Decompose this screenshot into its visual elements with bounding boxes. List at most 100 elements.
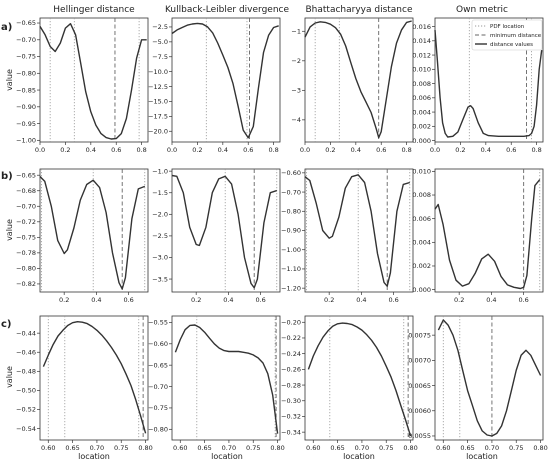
x-tick-label: 0.80: [403, 444, 417, 452]
y-tick-label: −0.22: [281, 334, 301, 342]
plot-frame: [171, 17, 281, 143]
panel-c-bhattacharyya-distance: 0.60 0.65 0.70 0.75 0.80 −0.20 −0.22 −0.24 −0.26…: [281, 315, 418, 452]
y-tick-label: −10.0: [148, 68, 168, 76]
y-tick-label: −1.0: [152, 167, 168, 175]
distance-curve: [304, 20, 412, 139]
legend-box: [471, 19, 543, 51]
y-tick-label: 0.014: [412, 37, 431, 45]
y-tick-label: −0.95: [16, 120, 36, 128]
y-tick-label: 0.006: [412, 94, 431, 102]
y-tick-label: −1.00: [281, 246, 301, 254]
distance-curve: [42, 321, 147, 434]
plot-frame: [171, 168, 281, 293]
y-tick-label: −0.70: [148, 383, 168, 391]
row-labels: a) b) c): [1, 22, 13, 330]
panel-c-own-metric: 0.60 0.65 0.70 0.75 0.80 0.0055 0.0060 0.0065 0.…: [408, 315, 548, 452]
x-tick-label: 0.8: [136, 146, 146, 154]
x-tick-label: 0.4: [218, 146, 228, 154]
y-tick-label: −0.55: [148, 319, 168, 327]
y-tick-label: −0.65: [16, 171, 36, 179]
y-tick-label: 0.016: [412, 23, 431, 31]
y-tick-label: −0.68: [16, 187, 36, 195]
plot-frame: [39, 17, 149, 143]
y-tick-label: −1.00: [16, 137, 36, 145]
x-tick-label: 0.2: [60, 146, 70, 154]
x-tick-label: 0.70: [355, 444, 369, 452]
y-tick-label: −0.75: [148, 404, 168, 412]
legend: PDF location minimum distance distance val…: [471, 19, 543, 51]
y-tick-label: −0.75: [16, 234, 36, 242]
y-tick-label: −0.54: [16, 425, 36, 433]
y-tick-label: −0.78: [16, 249, 36, 257]
x-tick-label: 0.4: [351, 146, 361, 154]
x-tick-label: 0.2: [192, 146, 202, 154]
y-tick-label: −0.70: [281, 188, 301, 196]
panel-a-own-metric: 0.0 0.2 0.4 0.6 0.8 0.000 0.002 0.004 0.006 0.008…: [412, 17, 544, 154]
y-tick-label: −0.80: [148, 426, 168, 434]
x-tick-label: 0.60: [173, 444, 187, 452]
y-tick-label: −0.60: [148, 340, 168, 348]
legend-pdf-location-label: PDF location: [490, 24, 525, 30]
x-axis-label-own-metric: location: [466, 452, 498, 461]
y-tick-label: −0.65: [16, 19, 36, 27]
panel-c-kullback-leibler-divergence: 0.60 0.65 0.70 0.75 0.80 −0.55 −0.60 −0.65 −0.70…: [148, 315, 285, 452]
y-tick-label: 0.008: [412, 191, 431, 199]
x-tick-label: 0.65: [197, 444, 211, 452]
x-tick-label: 0.75: [114, 444, 128, 452]
x-tick-label: 0.65: [460, 444, 474, 452]
y-tick-label: 0.0075: [408, 331, 431, 339]
y-tick-label: −15.0: [148, 98, 168, 106]
y-tick-label: −20.0: [148, 127, 168, 135]
plot-frame: [304, 17, 414, 143]
y-tick-label: −0.85: [16, 86, 36, 94]
x-tick-label: 0.8: [531, 146, 541, 154]
y-tick-label: 0.004: [412, 108, 431, 116]
x-tick-label: 0.0: [430, 146, 440, 154]
panel-b-bhattacharyya-distance: 0.2 0.4 0.6 −0.60 −0.70 −0.80 −0.90 −1.00 −1.10 −…: [281, 168, 414, 304]
panel-b-own-metric: 0.2 0.4 0.6 0.000 0.002 0.004 0.006 0.008 0.010: [412, 168, 544, 304]
y-tick-label: −0.75: [16, 53, 36, 61]
column-title-own-metric: Own metric: [456, 5, 508, 15]
y-tick-label: −0.80: [16, 69, 36, 77]
x-tick-label: 0.2: [324, 296, 334, 304]
y-tick-label: −5.0: [152, 38, 168, 46]
x-tick-label: 0.0: [300, 146, 310, 154]
x-tick-label: 0.70: [90, 444, 104, 452]
panel-b-kullback-leibler-divergence: 0.2 0.4 0.6 −1.0 −1.5 −2.0 −2.5 −3.0 −3.5: [152, 167, 281, 304]
y-tick-label: −0.82: [16, 280, 36, 288]
x-tick-label: 0.75: [509, 444, 523, 452]
y-tick-label: −3.5: [152, 275, 168, 283]
column-title-bhattacharyya: Bhattacharyya distance: [306, 5, 413, 15]
x-tick-label: 0.6: [243, 146, 253, 154]
x-axis-label-bhattacharyya: location: [343, 452, 375, 461]
y-tick-label: −0.80: [16, 265, 36, 273]
plot-frame: [39, 315, 149, 441]
y-tick-label: −4: [291, 116, 301, 124]
y-tick-label: −3: [291, 87, 301, 95]
y-tick-label: −0.50: [16, 387, 36, 395]
y-tick-label: −3.0: [152, 254, 168, 262]
distance-curve: [171, 174, 278, 289]
y-tick-label: −1.5: [152, 189, 168, 197]
x-tick-label: 0.4: [223, 296, 233, 304]
panels: 0.0 0.2 0.4 0.6 0.8 −0.65 −0.70 −0.75 −0.80 −0.85…: [16, 17, 548, 452]
x-tick-label: 0.8: [401, 146, 411, 154]
y-tick-label: −0.24: [281, 350, 301, 358]
panel-a-kullback-leibler-divergence: 0.0 0.2 0.4 0.6 0.8 −2.5 −5.0 −7.5 −10.0 −12.5 −15…: [148, 17, 281, 154]
x-tick-label: 0.80: [138, 444, 152, 452]
x-tick-label: 0.6: [518, 296, 528, 304]
y-tick-label: −0.44: [16, 329, 36, 337]
plot-frame: [434, 168, 544, 293]
y-tick-label: −0.32: [281, 413, 301, 421]
y-tick-label: −0.80: [281, 207, 301, 215]
row-label-c: c): [1, 319, 12, 330]
x-tick-label: 0.70: [485, 444, 499, 452]
x-tick-label: 0.75: [379, 444, 393, 452]
panel-a-hellinger-distance: 0.0 0.2 0.4 0.6 0.8 −0.65 −0.70 −0.75 −0.80 −0.85…: [16, 17, 149, 154]
y-tick-label: −1.10: [281, 265, 301, 273]
x-tick-label: 0.80: [533, 444, 547, 452]
y-tick-label: 0.0055: [408, 432, 431, 440]
x-tick-label: 0.65: [65, 444, 79, 452]
y-tick-label: 0.002: [412, 123, 431, 131]
distance-curve: [307, 322, 412, 437]
